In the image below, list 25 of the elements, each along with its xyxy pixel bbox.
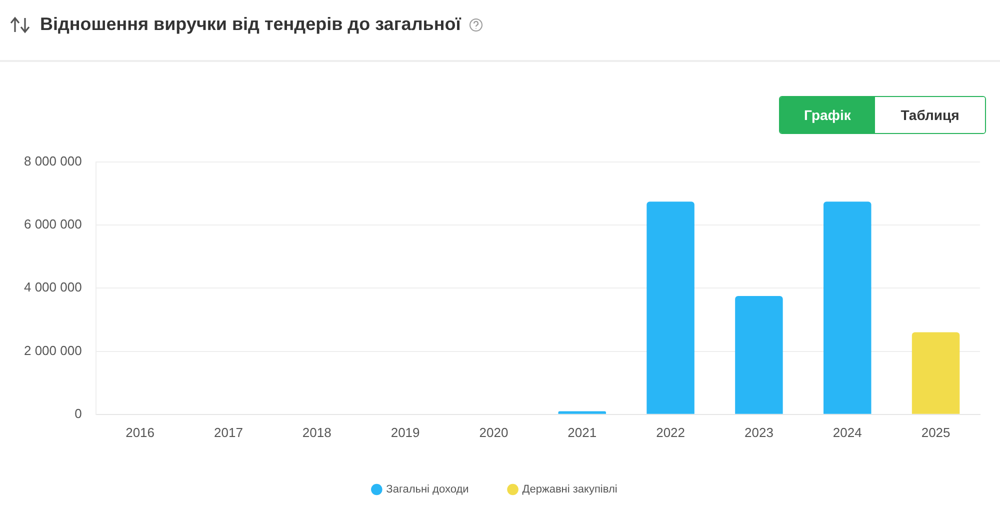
x-tick-label: 2017 [214,424,243,440]
x-tick-label: 2023 [744,424,774,440]
text: Графік [780,97,875,133]
x-tick-label: 2016 [126,424,155,440]
x-tick-label: 2025 [921,424,950,440]
bar [646,202,694,414]
legend-label: Державні закупівлі [522,484,618,496]
bar [558,411,606,414]
x-tick-label: 2018 [302,424,332,440]
x-tick-label: 2021 [568,424,597,440]
y-tick-label: 4 000 000 [24,280,82,295]
text: Таблиця [875,97,985,133]
x-tick-label: 2024 [832,424,862,440]
chart-title: Відношення виручки від тендерів до загальної [40,14,461,35]
x-tick-label: 2020 [479,424,508,440]
y-tick-label: 2 000 000 [24,342,82,358]
x-tick-label: 2022 [656,424,686,440]
legend-label: Загальні доходи [386,484,469,496]
x-tick-label: 2019 [390,424,420,440]
bar [824,202,872,414]
bar [912,332,960,414]
y-tick-label: 6 000 000 [24,216,82,232]
y-tick-label: 0 [74,406,82,421]
y-tick-label: 8 000 000 [24,153,82,168]
bar [735,296,783,414]
